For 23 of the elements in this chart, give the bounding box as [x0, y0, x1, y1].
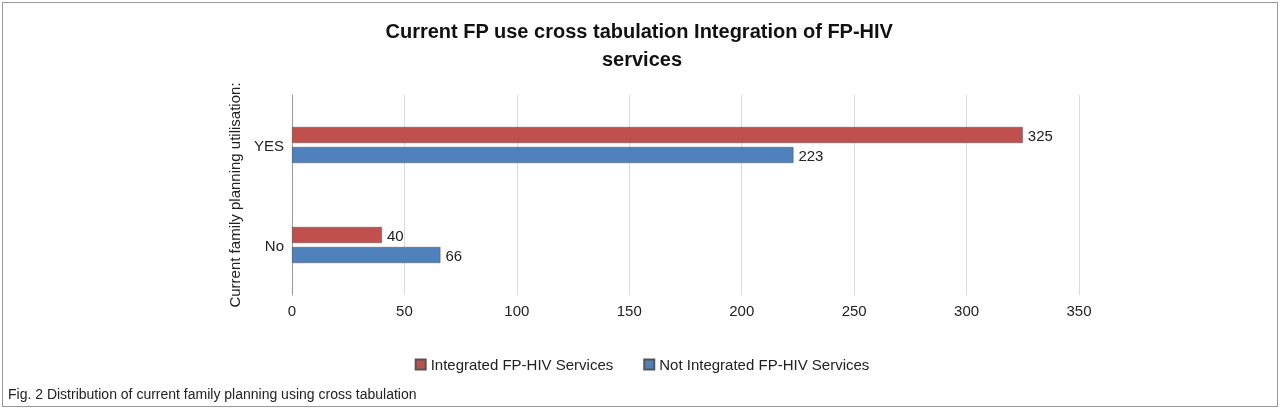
- y-tick-label: No: [264, 236, 284, 254]
- data-label: 66: [445, 246, 463, 264]
- bar: [292, 227, 382, 243]
- x-tick-label: 50: [396, 302, 413, 319]
- chart-title: Current FP use cross tabulation Integration of FP-HIV services: [385, 20, 899, 70]
- x-tick-label: 0: [287, 302, 297, 319]
- data-label: 325: [1027, 126, 1053, 144]
- data-label: 223: [798, 146, 824, 164]
- x-tick-label: 300: [954, 302, 980, 319]
- legend-label: Integrated FP-HIV Services: [430, 356, 614, 373]
- x-tick-label: 200: [729, 302, 755, 319]
- caption: Fig. 2 Distribution of current family planning using cross tabulation: [8, 386, 417, 402]
- bar: [292, 247, 441, 263]
- y-axis-title: Current family planning utilisation:: [226, 82, 243, 308]
- x-tick-label: 150: [616, 302, 642, 319]
- bar: [292, 147, 794, 163]
- data-label: 40: [386, 226, 404, 244]
- y-tick-label: YES: [253, 136, 284, 154]
- legend-label: Not Integrated FP-HIV Services: [659, 356, 870, 373]
- x-tick-label: 100: [504, 302, 530, 319]
- x-tick-label: 250: [841, 302, 867, 319]
- bar: [292, 127, 1023, 143]
- x-tick-label: 350: [1066, 302, 1092, 319]
